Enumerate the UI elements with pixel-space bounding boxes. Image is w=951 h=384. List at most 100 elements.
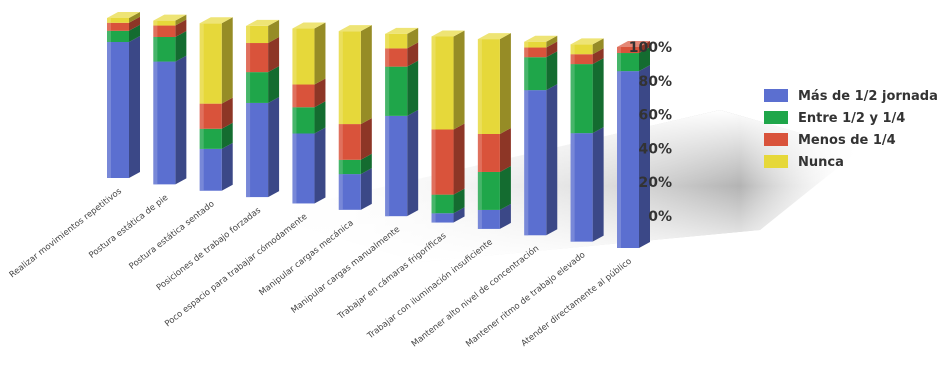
y-tick-label: 20% — [638, 175, 672, 191]
legend-item: Entre 1/2 y 1/4 — [764, 111, 905, 126]
bar-stack-12 — [617, 41, 650, 249]
bar-segment — [153, 31, 187, 62]
bar-segment — [524, 35, 558, 48]
legend-item: Nunca — [764, 155, 844, 170]
bar-segment — [524, 51, 558, 91]
x-tick-label: Atender directamente al público — [520, 256, 634, 348]
y-tick-label: 60% — [638, 108, 672, 124]
bar-segment — [477, 203, 511, 229]
legend-item: Más de 1/2 jornada — [764, 89, 938, 104]
bar-top-cap — [477, 33, 511, 40]
bar-segment — [292, 127, 326, 204]
bar-segment — [524, 84, 558, 236]
bar-stack-1 — [107, 12, 140, 178]
bar-segment — [431, 207, 465, 223]
bar-segment — [617, 41, 650, 54]
y-axis: 0% 20% 40% 60% 80% 100% — [629, 40, 672, 225]
bar-segment — [153, 55, 187, 185]
bar-segment — [199, 122, 233, 149]
y-tick-label: 0% — [648, 209, 672, 225]
bar-segment — [246, 96, 280, 198]
bars-layer — [107, 12, 650, 249]
bar-stack-7 — [385, 27, 419, 217]
bar-stack-2 — [153, 14, 187, 185]
bar-segment — [107, 24, 140, 42]
legend-label: Nunca — [798, 155, 844, 170]
bar-top-cap — [524, 35, 558, 42]
bar-segment — [107, 12, 140, 23]
bar-stack-8 — [431, 30, 465, 223]
bar-segment — [199, 17, 233, 104]
bar-segment — [524, 41, 558, 58]
bar-stack-3 — [199, 17, 233, 191]
bar-top-cap — [385, 27, 419, 34]
y-tick-label: 40% — [638, 141, 672, 157]
bar-top-cap — [199, 17, 233, 24]
x-tick-label: Posiciones de trabajo forzadas — [155, 205, 264, 293]
bar-top-cap — [570, 38, 604, 45]
bar-top-cap — [292, 22, 326, 29]
bar-stack-4 — [246, 19, 280, 198]
legend-label: Menos de 1/4 — [798, 133, 896, 148]
bar-top-cap — [617, 41, 650, 47]
bar-segment — [246, 37, 280, 73]
bar-stack-9 — [477, 33, 511, 229]
bar-segment — [570, 48, 604, 65]
bar-segment — [617, 47, 650, 72]
bar-segment — [246, 19, 280, 44]
bar-segment — [107, 16, 140, 31]
legend-label: Más de 1/2 jornada — [798, 89, 938, 104]
bar-segment — [199, 142, 233, 191]
legend-swatch — [764, 133, 788, 146]
legend-swatch — [764, 111, 788, 124]
y-tick-label: 80% — [638, 74, 672, 90]
bar-segment — [570, 127, 604, 242]
x-tick-label: Mantener ritmo de trabajo elevado — [464, 250, 587, 349]
bar-segment — [477, 128, 511, 172]
bar-stack-5 — [292, 22, 326, 204]
bar-segment — [431, 30, 465, 130]
bar-stack-6 — [338, 25, 372, 210]
bar-top-cap — [431, 30, 465, 37]
legend-item: Menos de 1/4 — [764, 133, 896, 148]
bar-segment — [338, 153, 372, 175]
bar-segment — [570, 38, 604, 55]
bar-segment — [385, 27, 419, 49]
legend-swatch — [764, 89, 788, 102]
bar-segment — [338, 25, 372, 125]
bar-segment — [385, 42, 419, 67]
bar-segment — [477, 165, 511, 210]
bar-segment — [385, 60, 419, 116]
bar-segment — [570, 58, 604, 134]
legend-swatch — [764, 155, 788, 168]
bar-segment — [107, 36, 140, 178]
bar-segment — [153, 19, 187, 38]
bar-segment — [431, 188, 465, 214]
y-tick-label: 100% — [629, 40, 672, 56]
bar-stack-11 — [570, 38, 604, 242]
x-tick-label: Manipular cargas mecánica — [257, 218, 355, 298]
bar-top-cap — [153, 14, 187, 21]
bar-segment — [431, 123, 465, 195]
bar-segment — [292, 78, 326, 108]
bar-segment — [292, 101, 326, 134]
bar-segment — [617, 65, 650, 249]
bar-segment — [199, 97, 233, 129]
legend: Más de 1/2 jornada Entre 1/2 y 1/4 Menos d… — [764, 89, 938, 170]
bar-segment — [385, 109, 419, 217]
bar-top-cap — [107, 12, 140, 18]
legend-label: Entre 1/2 y 1/4 — [798, 111, 905, 126]
bar-segment — [292, 22, 326, 85]
bar-segment — [338, 168, 372, 210]
floor-shadow — [260, 110, 860, 262]
bar-segment — [338, 118, 372, 160]
bar-segment — [246, 66, 280, 103]
bar-top-cap — [338, 25, 372, 32]
bar-segment — [477, 33, 511, 134]
x-tick-label: Realizar movimientos repetitivos — [8, 186, 125, 280]
bar-stack-10 — [524, 35, 558, 236]
bar-segment — [153, 14, 187, 26]
bar-top-cap — [246, 19, 280, 26]
